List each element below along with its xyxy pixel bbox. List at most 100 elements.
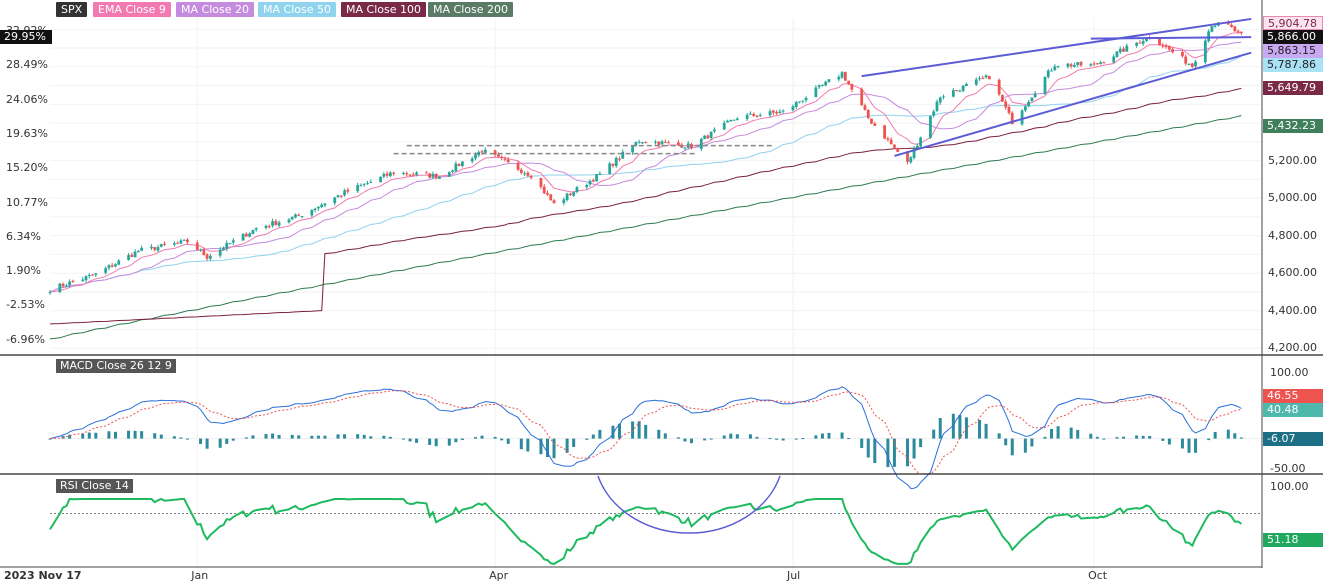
candle [654, 141, 657, 143]
candle [942, 96, 945, 98]
macd-histogram-bar [886, 438, 890, 468]
candle [523, 173, 526, 175]
macd-histogram-bar [768, 437, 772, 439]
candle [529, 176, 533, 178]
price-tag-ma20: 5,863.15 [1263, 44, 1323, 58]
candle [199, 249, 202, 251]
macd-histogram-bar [408, 438, 412, 442]
current-percent-tag: 29.95% [0, 30, 52, 44]
legend-ma20[interactable]: MA Close 20 [176, 2, 254, 17]
macd-histogram-bar [316, 435, 320, 439]
candle [274, 221, 278, 226]
candle [938, 97, 942, 103]
candle [1092, 63, 1096, 65]
macd-legend[interactable]: MACD Close 26 12 9 [56, 359, 176, 373]
candle [1181, 51, 1184, 57]
candle [562, 199, 566, 204]
candle [804, 97, 808, 101]
macd-histogram-bar [179, 437, 183, 439]
trendlines[interactable] [393, 17, 1252, 157]
candle [984, 75, 988, 78]
candle [771, 110, 775, 113]
macd-histogram-bar [225, 438, 229, 444]
macd-histogram-bar [631, 421, 635, 439]
candle [186, 239, 189, 243]
macd-histogram-bar [637, 421, 641, 439]
ma100-line [49, 87, 1242, 325]
macd-histogram-bar [958, 415, 962, 439]
candle [493, 150, 497, 155]
candle [343, 190, 346, 196]
macd-histogram-bar [290, 434, 294, 439]
candle [127, 255, 130, 260]
percent-tick-label: 24.06% [6, 92, 48, 106]
candle [179, 240, 183, 244]
candle [837, 76, 841, 80]
macd-histogram-bar [1102, 438, 1106, 440]
time-tick-label: Oct [1088, 569, 1108, 582]
candle [588, 180, 592, 185]
candle [500, 156, 504, 159]
macd-histogram-bar [814, 435, 818, 439]
candle [1050, 70, 1053, 72]
macd-histogram-bar [336, 434, 340, 439]
legend-spx[interactable]: SPX [56, 2, 88, 17]
price-tag-last: 5,866.00 [1263, 30, 1323, 44]
candle [503, 158, 507, 160]
rsi-legend[interactable]: RSI Close 14 [56, 479, 133, 493]
candle [595, 174, 598, 182]
candle [1001, 94, 1004, 102]
macd-histogram-bar [323, 435, 327, 439]
macd-histogram-bar [997, 433, 1001, 439]
legend-ma50[interactable]: MA Close 50 [258, 2, 336, 17]
candle [1233, 26, 1237, 32]
candle [84, 276, 88, 281]
macd-histogram-bar [912, 438, 916, 459]
candle [542, 186, 546, 194]
macd-histogram-bar [1226, 429, 1230, 439]
ma200-path [49, 115, 1242, 340]
candle [755, 115, 759, 117]
candle [703, 135, 706, 140]
candle [827, 79, 831, 82]
candle [722, 122, 726, 130]
candle [431, 173, 435, 178]
candle [1190, 63, 1194, 67]
candle [961, 85, 965, 91]
macd-histogram-bar [493, 436, 497, 439]
candle [461, 161, 464, 166]
macd-histogram-bar [847, 438, 851, 440]
macd-histogram-bar [81, 433, 85, 439]
macd-histogram-bar [1089, 433, 1093, 439]
candle [1066, 63, 1070, 67]
legend-ma200[interactable]: MA Close 200 [428, 2, 513, 17]
candle [955, 90, 959, 92]
candle [1053, 66, 1057, 70]
macd-histogram-bar [598, 429, 602, 439]
candle [824, 81, 828, 86]
legend-ema9[interactable]: EMA Close 9 [93, 2, 171, 17]
candle [1135, 42, 1139, 46]
candle [1099, 62, 1103, 65]
time-tick-label: Jan [191, 569, 209, 582]
candle [791, 106, 795, 111]
macd-histogram-bar [572, 438, 576, 447]
candle [1095, 63, 1099, 65]
macd-histogram-bar [388, 436, 392, 439]
candle [801, 100, 805, 102]
macd-histogram-bar [343, 434, 347, 439]
legend-ma100[interactable]: MA Close 100 [341, 2, 426, 17]
price-tag-high: 5,904.78 [1263, 16, 1323, 30]
macd-histogram-bar [1239, 437, 1243, 439]
macd-histogram-bar [140, 431, 144, 439]
macd-tag: 46.55 [1263, 389, 1323, 403]
candle [965, 83, 968, 86]
macd-histogram-bar [401, 438, 405, 440]
macd-histogram-bar [1030, 438, 1034, 447]
candle [130, 254, 134, 257]
candle [362, 183, 366, 185]
macd-histogram-bar [1187, 438, 1191, 453]
rsi-arc-drawing [597, 475, 781, 534]
candle [483, 149, 487, 153]
